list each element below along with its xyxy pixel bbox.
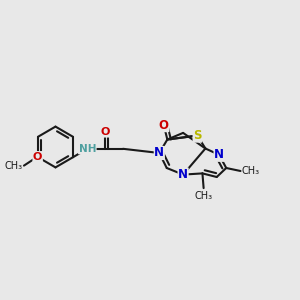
Text: CH₃: CH₃ [242, 166, 260, 176]
Text: S: S [193, 129, 202, 142]
Text: O: O [159, 118, 169, 132]
Text: O: O [100, 127, 110, 137]
Text: O: O [33, 152, 42, 162]
Text: N: N [178, 168, 188, 181]
Text: CH₃: CH₃ [195, 191, 213, 201]
Text: N: N [214, 148, 224, 161]
Text: CH₃: CH₃ [4, 160, 22, 171]
Text: NH: NH [79, 144, 96, 154]
Text: N: N [154, 146, 164, 160]
